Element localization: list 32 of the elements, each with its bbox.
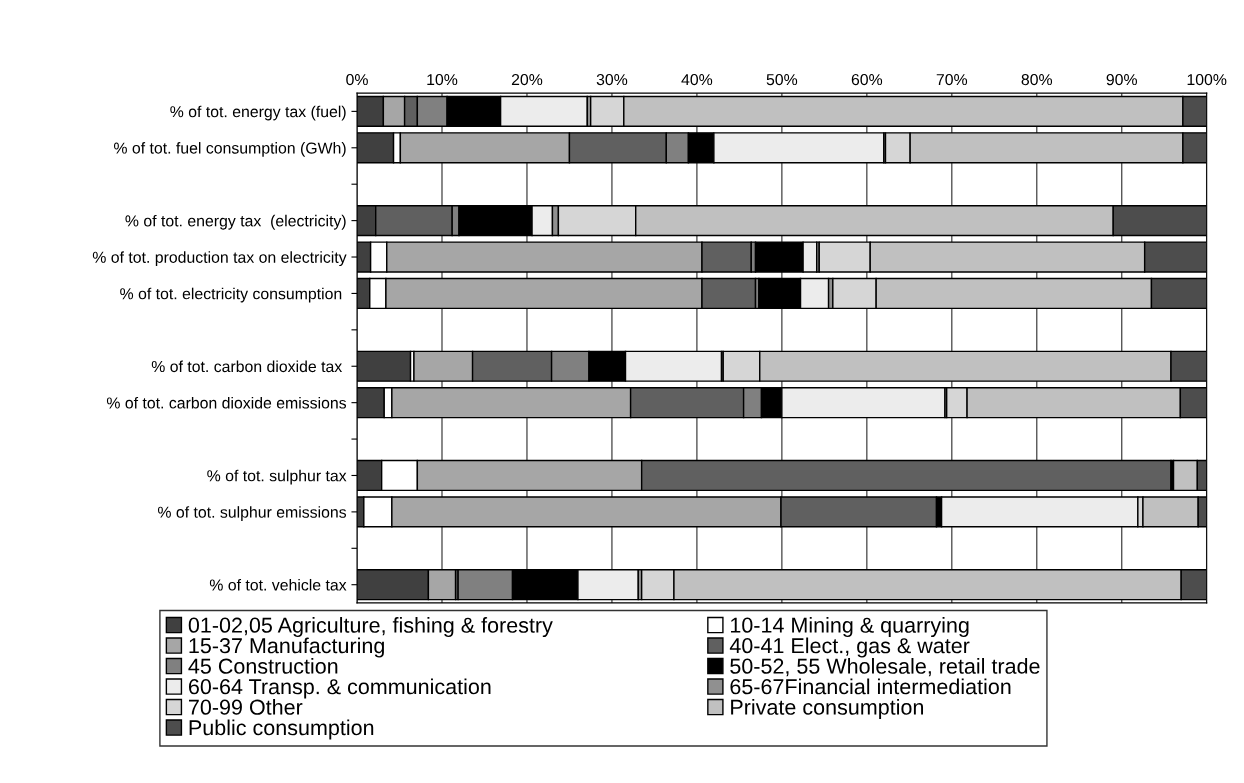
legend-label: 45 Construction xyxy=(188,658,338,674)
x-tick-label: 40% xyxy=(681,73,713,86)
x-tick-label: 10% xyxy=(427,73,458,86)
y-tick-label: % of tot. vehicle tax xyxy=(209,578,347,591)
x-tick-label: 100% xyxy=(1187,73,1227,86)
x-tick-label: 90% xyxy=(1106,73,1137,86)
y-tick-label: % of tot. energy tax (electricity) xyxy=(125,214,346,230)
y-tick-label: % of tot. sulphur emissions xyxy=(157,506,347,521)
y-tick-label: % of tot. carbon dioxide emissions xyxy=(106,396,347,409)
legend-label: 50-52, 55 Wholesale, retail trade xyxy=(730,658,1040,677)
x-tick-label: 30% xyxy=(596,73,628,86)
y-tick-label: % of tot. carbon dioxide tax xyxy=(151,360,343,373)
legend-label: 01-02,05 Agriculture, fishing & forestry xyxy=(188,617,553,638)
x-tick-label: 70% xyxy=(936,73,968,86)
legend-label: Public consumption xyxy=(189,719,374,740)
legend-label: 70-99 Other xyxy=(189,699,303,715)
y-tick-label: % of tot. production tax on electricity xyxy=(92,251,347,267)
legend-label: 40-41 Elect., gas & water xyxy=(729,637,970,658)
y-tick-label: % of tot. fuel consumption (GWh) xyxy=(113,142,346,157)
x-tick-label: 50% xyxy=(766,73,798,86)
y-tick-label: % of tot. energy tax (fuel) xyxy=(170,105,346,121)
legend-label: Private consumption xyxy=(731,699,924,720)
legend-label: 15-37 Manufacturing xyxy=(189,637,384,658)
x-tick-label: 0% xyxy=(346,73,368,86)
x-tick-label: 80% xyxy=(1021,73,1053,86)
y-tick-label: % of tot. sulphur tax xyxy=(207,469,347,485)
legend-label: 10-14 Mining & quarrying xyxy=(731,617,969,638)
x-tick-label: 60% xyxy=(851,73,883,86)
y-tick-label: % of tot. electricity consumption xyxy=(120,287,342,303)
legend-label: 60-64 Transp. & communication xyxy=(188,678,491,699)
x-tick-label: 20% xyxy=(511,73,543,86)
legend-label: 65-67Financial intermediation xyxy=(730,678,1011,695)
